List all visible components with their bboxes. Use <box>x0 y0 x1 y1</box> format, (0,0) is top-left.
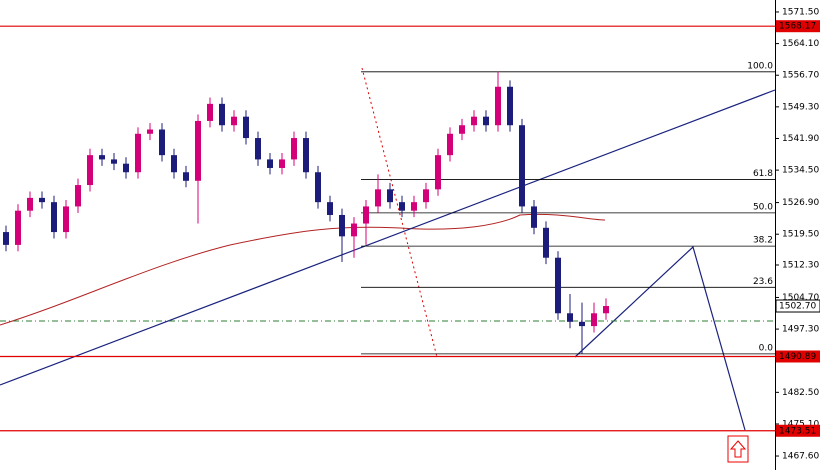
candle-body <box>471 116 477 126</box>
candle-body <box>399 202 405 211</box>
candle-body <box>255 138 261 160</box>
candle-body <box>531 206 537 228</box>
fib-label: 100.0 <box>747 61 773 71</box>
level-label: 1568.17 <box>779 22 816 32</box>
y-tick-label: 1467.60 <box>782 452 819 462</box>
candle-body <box>435 155 441 190</box>
y-tick-label: 1512.30 <box>782 260 819 270</box>
y-tick-label: 1497.30 <box>782 325 819 335</box>
fib-label: 61.8 <box>753 169 773 179</box>
candle-body <box>87 155 93 186</box>
candle-body <box>327 202 333 215</box>
candle-body <box>423 189 429 203</box>
projection-line <box>574 245 746 431</box>
candle-body <box>27 197 33 211</box>
candle-body <box>303 138 309 173</box>
y-tick-label: 1571.50 <box>782 7 819 17</box>
candle-body <box>447 133 453 156</box>
y-tick-label: 1482.50 <box>782 388 819 398</box>
trend-line <box>0 89 776 386</box>
level-label-box <box>776 350 820 363</box>
candle-body <box>339 214 345 237</box>
fib-label: 38.2 <box>753 236 773 246</box>
candle-body <box>111 159 117 164</box>
y-tick-label: 1564.10 <box>782 39 819 49</box>
candle-body <box>147 129 153 134</box>
candle-body <box>243 116 249 139</box>
fib-label: 23.6 <box>753 277 773 287</box>
candle-body <box>39 197 45 203</box>
price-label: 1502.70 <box>779 302 816 312</box>
candle-body <box>15 210 21 245</box>
candle-body <box>603 306 609 314</box>
candle-body <box>387 189 393 203</box>
candle-body <box>219 103 225 126</box>
y-tick-label: 1519.50 <box>782 230 819 240</box>
candle-body <box>459 125 465 134</box>
level-label-box <box>776 20 820 33</box>
candle-body <box>195 120 201 181</box>
price-label-box <box>775 299 820 313</box>
candle-body <box>123 163 129 173</box>
up-arrow-icon <box>729 440 747 458</box>
candle-body <box>51 202 57 233</box>
y-tick-label: 1549.30 <box>782 102 819 112</box>
candle-body <box>591 313 597 327</box>
candle-body <box>555 257 561 314</box>
y-tick-label: 1526.90 <box>782 198 819 208</box>
candle-body <box>567 313 573 322</box>
y-tick-label: 1556.70 <box>782 71 819 81</box>
candle-body <box>543 227 549 258</box>
candle-body <box>411 202 417 211</box>
candle-body <box>483 116 489 126</box>
candle-body <box>99 155 105 160</box>
candle-body <box>267 159 273 168</box>
candle-body <box>135 133 141 173</box>
candle-body <box>3 232 9 245</box>
level-label: 1473.51 <box>779 426 816 436</box>
candle-body <box>63 206 69 233</box>
candle-body <box>351 223 357 237</box>
fib-label: 0.0 <box>759 343 774 353</box>
y-tick-label: 1541.90 <box>782 134 819 144</box>
candle-body <box>507 86 513 126</box>
candle-body <box>495 86 501 126</box>
candle-body <box>171 155 177 173</box>
y-tick-label: 1475.10 <box>782 419 819 429</box>
candle-body <box>183 172 189 181</box>
candle-body <box>579 321 585 327</box>
candle-body <box>207 103 213 121</box>
candle-body <box>363 206 369 224</box>
candle-body <box>231 116 237 126</box>
y-tick-label: 1534.50 <box>782 166 819 176</box>
candle-body <box>159 129 165 156</box>
candle-body <box>315 172 321 203</box>
up-arrow-button[interactable] <box>727 435 749 463</box>
candle-body <box>291 138 297 160</box>
candle-body <box>279 159 285 168</box>
fib-label: 50.0 <box>753 202 773 212</box>
level-label-box <box>776 424 820 437</box>
level-label: 1490.89 <box>779 352 816 362</box>
candle-body <box>375 189 381 207</box>
y-tick-label: 1504.70 <box>782 293 819 303</box>
candle-body <box>519 125 525 207</box>
candle-body <box>75 185 81 207</box>
